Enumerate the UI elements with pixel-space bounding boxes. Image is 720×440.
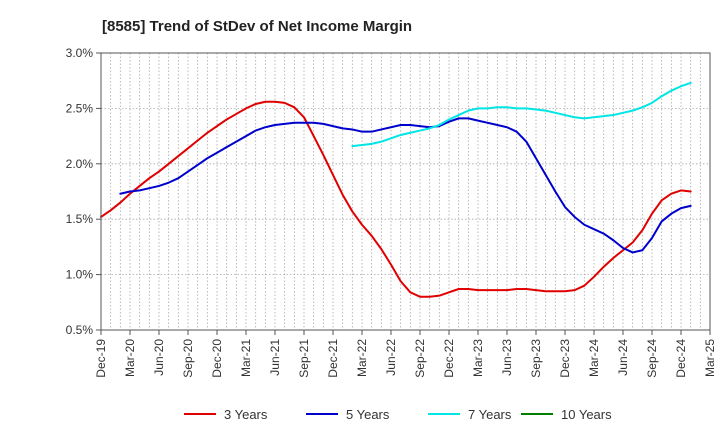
legend-item-10-years: 10 Years: [521, 407, 612, 422]
x-tick-label: Jun-22: [384, 339, 398, 376]
legend-label: 10 Years: [561, 407, 612, 422]
legend-label: 3 Years: [224, 407, 268, 422]
plot-frame: [100, 52, 711, 331]
x-tick-label: Dec-23: [558, 339, 572, 378]
x-tick-label: Dec-24: [674, 339, 688, 378]
legend-label: 5 Years: [346, 407, 390, 422]
legend-item-7-years: 7 Years: [428, 407, 512, 422]
legend-item-3-years: 3 Years: [184, 407, 268, 422]
x-tick-label: Jun-21: [268, 339, 282, 376]
series-line-3-years: [100, 100, 692, 298]
x-tick-label: Dec-22: [442, 339, 456, 378]
series-layer: [100, 81, 692, 298]
plot-border: [100, 52, 711, 331]
x-tick-label: Dec-21: [326, 339, 340, 378]
y-tick-label: 1.5%: [66, 212, 94, 226]
x-tick-label: Mar-20: [123, 339, 137, 377]
plot-background: [101, 53, 710, 330]
chart-title: [8585] Trend of StDev of Net Income Marg…: [102, 18, 412, 35]
x-tick-label: Dec-20: [210, 339, 224, 378]
y-tick-label: 2.0%: [66, 157, 94, 171]
y-tick-label: 0.5%: [66, 323, 94, 337]
x-tick-label: Sep-20: [181, 339, 195, 378]
x-tick-label: Mar-21: [239, 339, 253, 377]
x-tick-label: Jun-24: [616, 339, 630, 376]
x-axis: Dec-19 Mar-20 Jun-20 Sep-20 Dec-20 Mar-21 Jun-…: [94, 330, 717, 378]
x-tick-label: Sep-24: [645, 339, 659, 378]
x-tick-label: Sep-23: [529, 339, 543, 378]
legend-label: 7 Years: [468, 407, 512, 422]
series-line-7-years: [351, 81, 692, 148]
y-tick-label: 2.5%: [66, 101, 94, 115]
legend: 3 Years 5 Years 7 Years 10 Years: [184, 407, 612, 422]
x-tick-label: Jun-20: [152, 339, 166, 376]
x-tick-label: Sep-22: [413, 339, 427, 378]
x-tick-label: Mar-22: [355, 339, 369, 377]
x-tick-label: Dec-19: [94, 339, 108, 378]
y-tick-label: 1.0%: [66, 268, 94, 282]
x-tick-label: Mar-24: [587, 339, 601, 377]
y-axis: 0.5% 1.0% 1.5% 2.0% 2.5% 3.0%: [66, 46, 101, 337]
grid: [101, 53, 710, 330]
x-tick-label: Jun-23: [500, 339, 514, 376]
x-tick-label: Mar-25: [703, 339, 717, 377]
y-tick-label: 3.0%: [66, 46, 94, 60]
legend-item-5-years: 5 Years: [306, 407, 390, 422]
series-line-5-years: [119, 117, 692, 254]
x-tick-label: Sep-21: [297, 339, 311, 378]
x-tick-label: Mar-23: [471, 339, 485, 377]
plot-area: [101, 53, 710, 330]
